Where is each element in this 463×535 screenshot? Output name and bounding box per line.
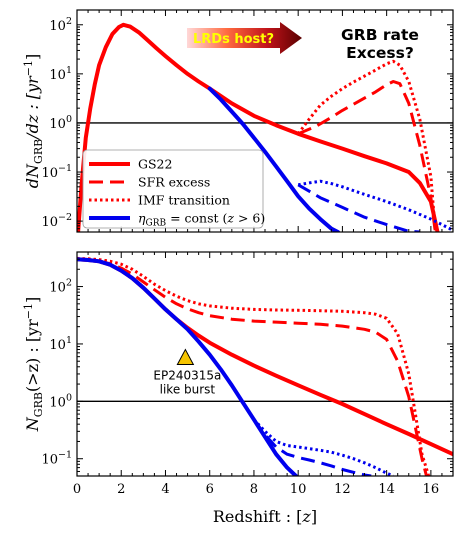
lrds-arrow-label: LRDs host? <box>193 32 274 47</box>
bottom-series-blue-dashed <box>252 418 372 476</box>
x-axis-label: Redshift : [z] <box>213 507 317 526</box>
x-tick-label: 14 <box>378 482 395 497</box>
x-tick-label: 10 <box>290 482 307 497</box>
y-tick-label: 101 <box>49 65 72 83</box>
legend-label: SFR excess <box>138 175 210 190</box>
bottom-series-blue-dotted <box>252 418 394 476</box>
y-tick-label: 100 <box>49 392 72 410</box>
y-tick-label: 102 <box>49 278 72 296</box>
top-series-blue-dashed <box>297 183 420 232</box>
excess-label: Excess? <box>346 44 414 62</box>
ep240315a-marker <box>176 348 195 366</box>
y-tick-label: 102 <box>49 16 72 34</box>
legend-label: ηGRB = const (z > 6) <box>138 211 265 229</box>
y-tick-label: 101 <box>49 335 72 353</box>
x-tick-label: 16 <box>423 482 440 497</box>
axis-labels: dNGRB/dz : [yr−1] NGRB(>z) : [yr−1] Reds… <box>22 54 317 526</box>
top-series-gs22 <box>77 22 440 232</box>
y-tick-label: 100 <box>49 114 72 132</box>
bottom-annotations: EP240315a like burst <box>153 348 221 397</box>
x-tick-label: 4 <box>161 482 169 497</box>
legend: GS22 SFR excess IMF transition ηGRB = const… <box>82 149 265 229</box>
legend-label: IMF transition <box>138 193 230 208</box>
top-ylabel: dNGRB/dz : [yr−1] <box>22 54 45 188</box>
bottom-ylabel: NGRB(>z) : [yr−1] <box>22 297 45 432</box>
top-series--grb-const-z-6- <box>207 86 340 232</box>
top-series-sfr-excess <box>297 80 437 232</box>
x-tick-label: 0 <box>73 482 81 497</box>
x-tick-label: 12 <box>334 482 351 497</box>
top-panel: 10−2 10−1 100 101 102 LRDs host? GRB rate Ex… <box>41 9 454 233</box>
y-tick-label: 10−2 <box>41 212 72 230</box>
bottom-plot-frame <box>76 251 454 477</box>
bottom-series-imf-transition <box>77 256 431 476</box>
x-tick-label: 6 <box>206 482 214 497</box>
legend-label: GS22 <box>138 157 172 172</box>
bottom-series-sfr-excess <box>77 257 428 476</box>
bottom-panel: 0 2 4 6 8 10 12 14 16 10−1 100 101 102 EP240315a lik… <box>41 251 454 497</box>
top-series-blue-dotted <box>297 179 453 232</box>
y-tick-label: 10−1 <box>41 450 72 468</box>
legend-box <box>82 149 264 229</box>
y-tick-label: 10−1 <box>41 163 72 181</box>
grb-rate-label: GRB rate <box>341 26 419 44</box>
lrds-arrow <box>187 22 302 54</box>
x-tick-label: 2 <box>117 482 125 497</box>
top-annotations: LRDs host? GRB rate Excess? <box>187 22 419 62</box>
top-series-imf-transition <box>296 59 437 232</box>
x-tick-label: 8 <box>250 482 258 497</box>
burst-label-line2: like burst <box>160 383 216 397</box>
burst-label-line1: EP240315a <box>153 369 221 383</box>
